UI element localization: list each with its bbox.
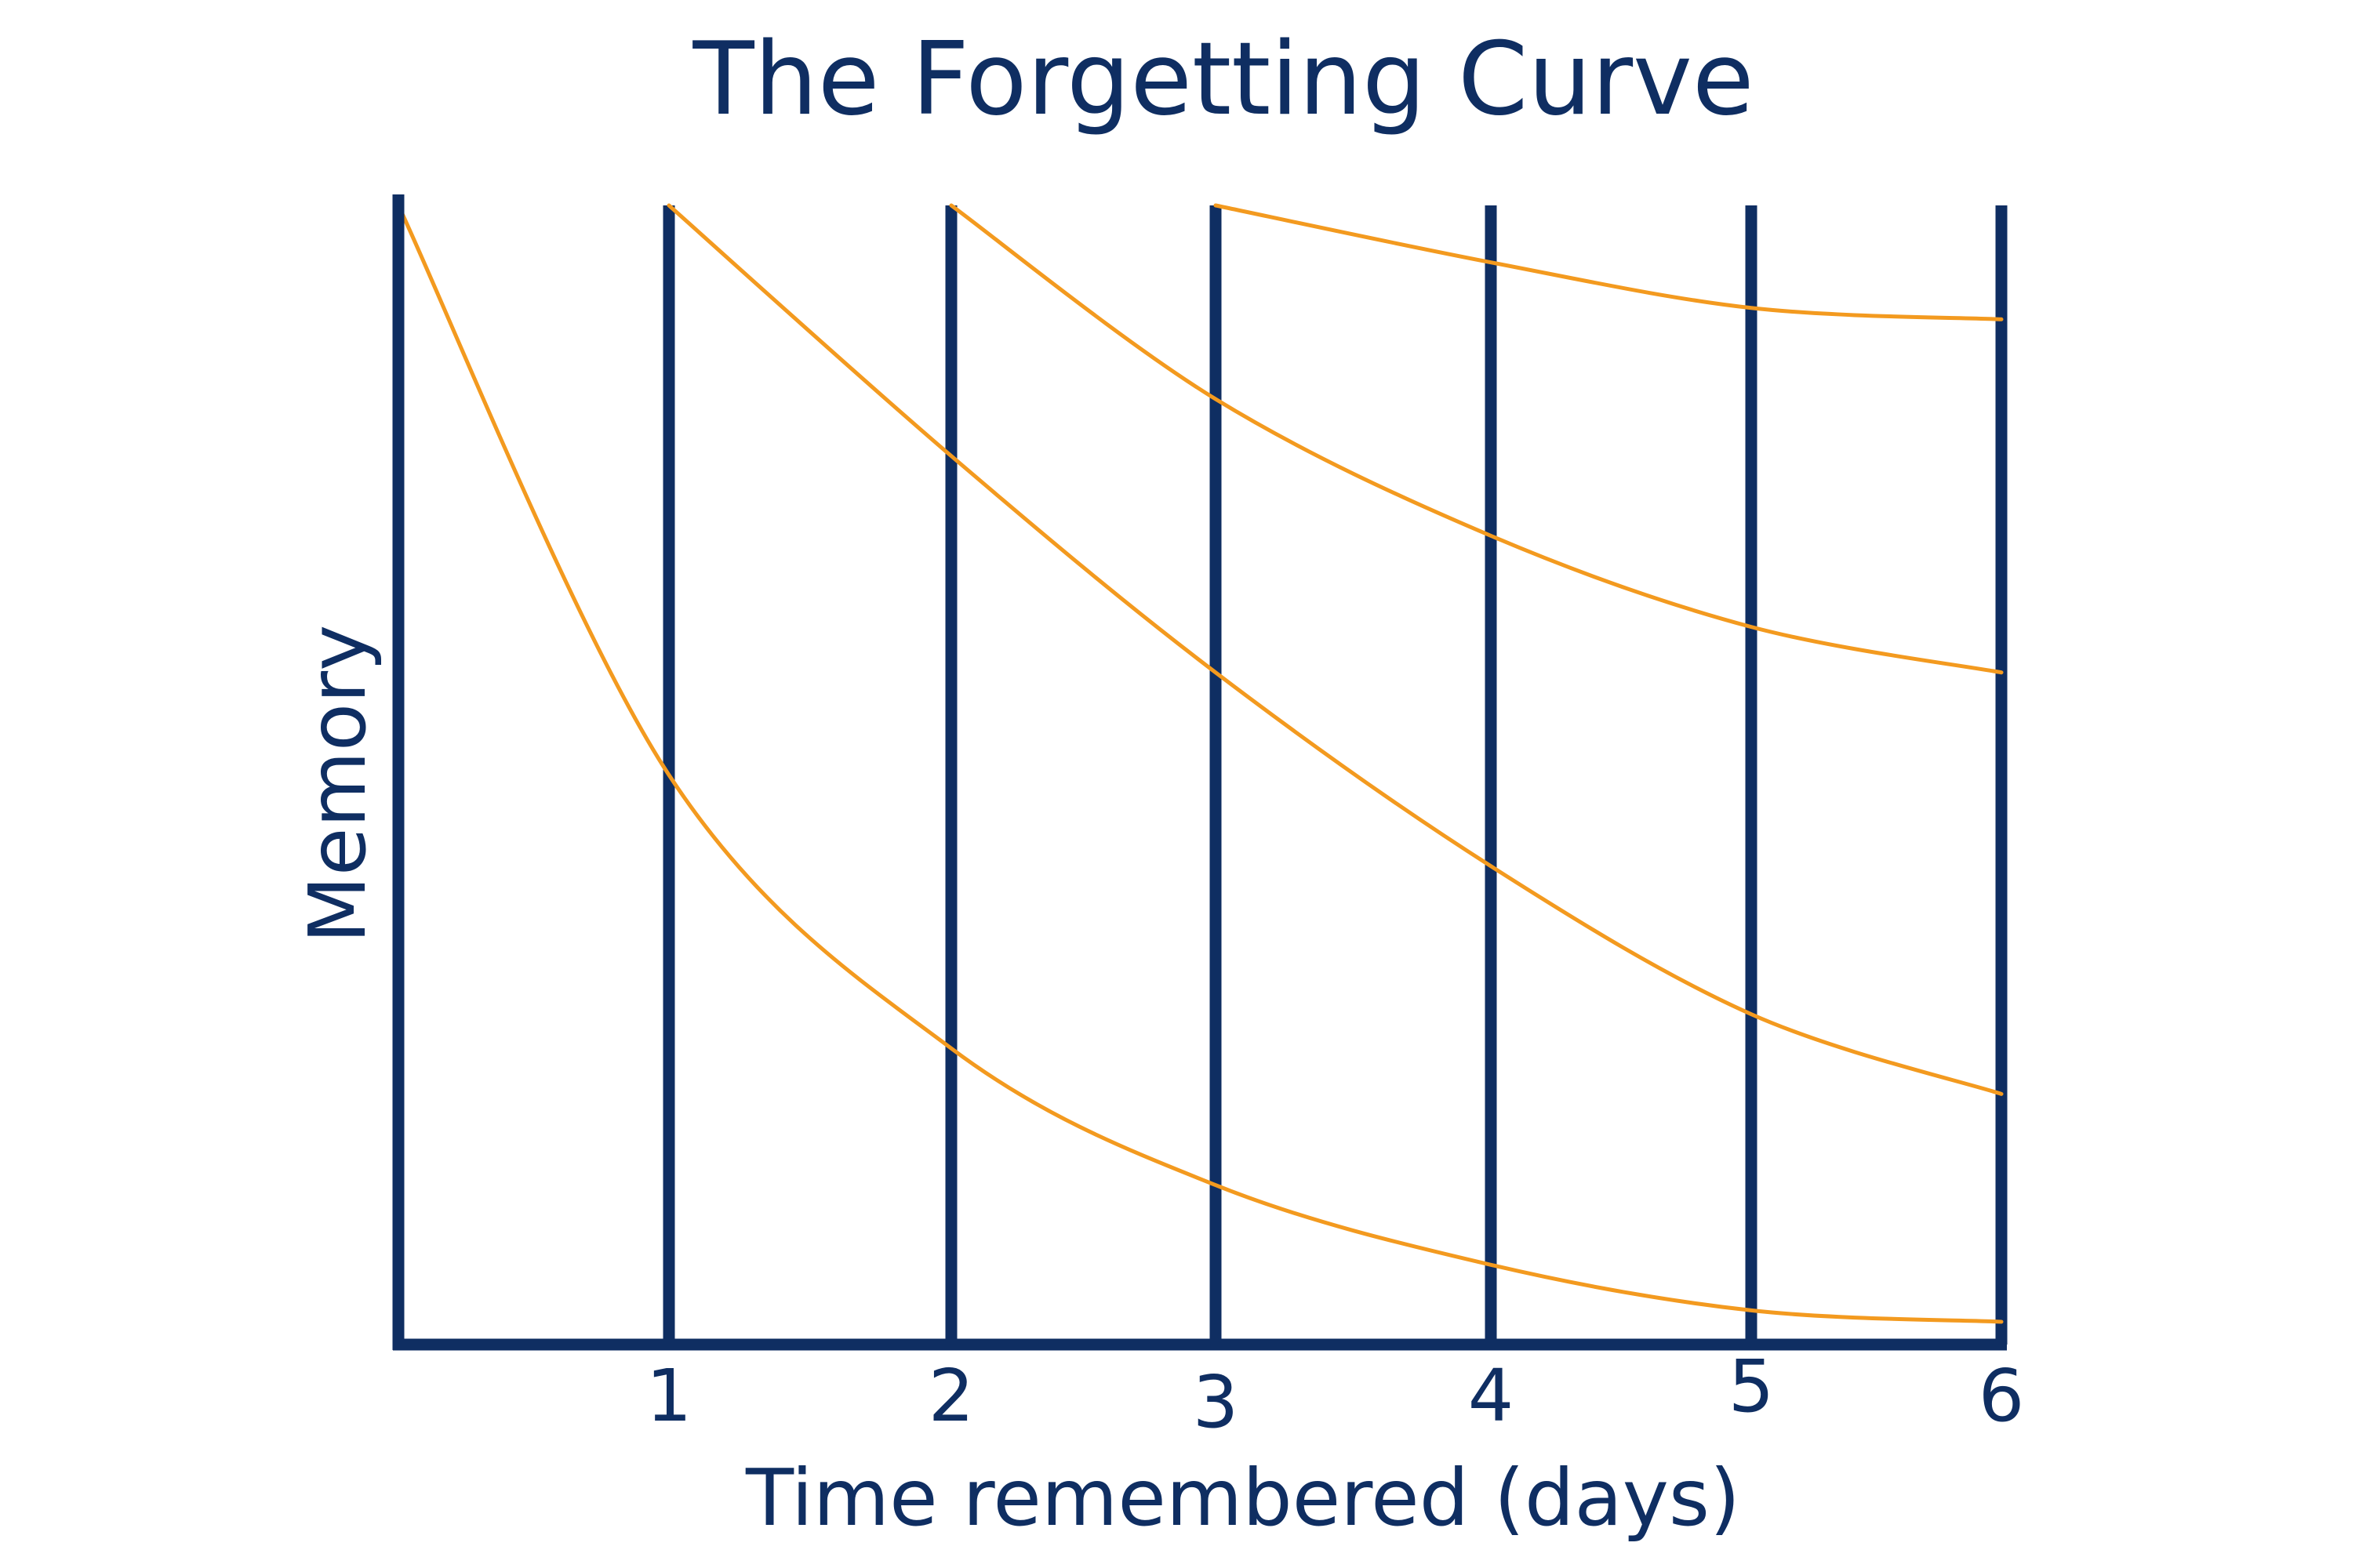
forgetting-curve-3 <box>949 203 2004 675</box>
curves <box>396 203 2004 1324</box>
x-tick-label: 5 <box>1728 1345 1775 1428</box>
y-axis-label: Memory <box>292 625 383 944</box>
x-tick-label: 2 <box>929 1354 975 1438</box>
x-tick-label: 6 <box>1979 1354 2025 1438</box>
forgetting-curve-1 <box>396 203 2004 1324</box>
x-tick-labels: 1 2 3 4 5 6 <box>646 1345 2025 1444</box>
x-tick-label: 3 <box>1193 1360 1239 1444</box>
chart-title: The Forgetting Curve <box>692 21 1754 138</box>
x-axis-label: Time remembered (days) <box>745 1452 1740 1544</box>
x-tick-label: 1 <box>646 1354 692 1438</box>
forgetting-curve-2 <box>667 203 2004 1096</box>
vertical-grid <box>663 205 2008 1345</box>
x-tick-label: 4 <box>1468 1354 1514 1438</box>
axes <box>392 194 2007 1351</box>
forgetting-curve-4 <box>1213 203 2004 321</box>
